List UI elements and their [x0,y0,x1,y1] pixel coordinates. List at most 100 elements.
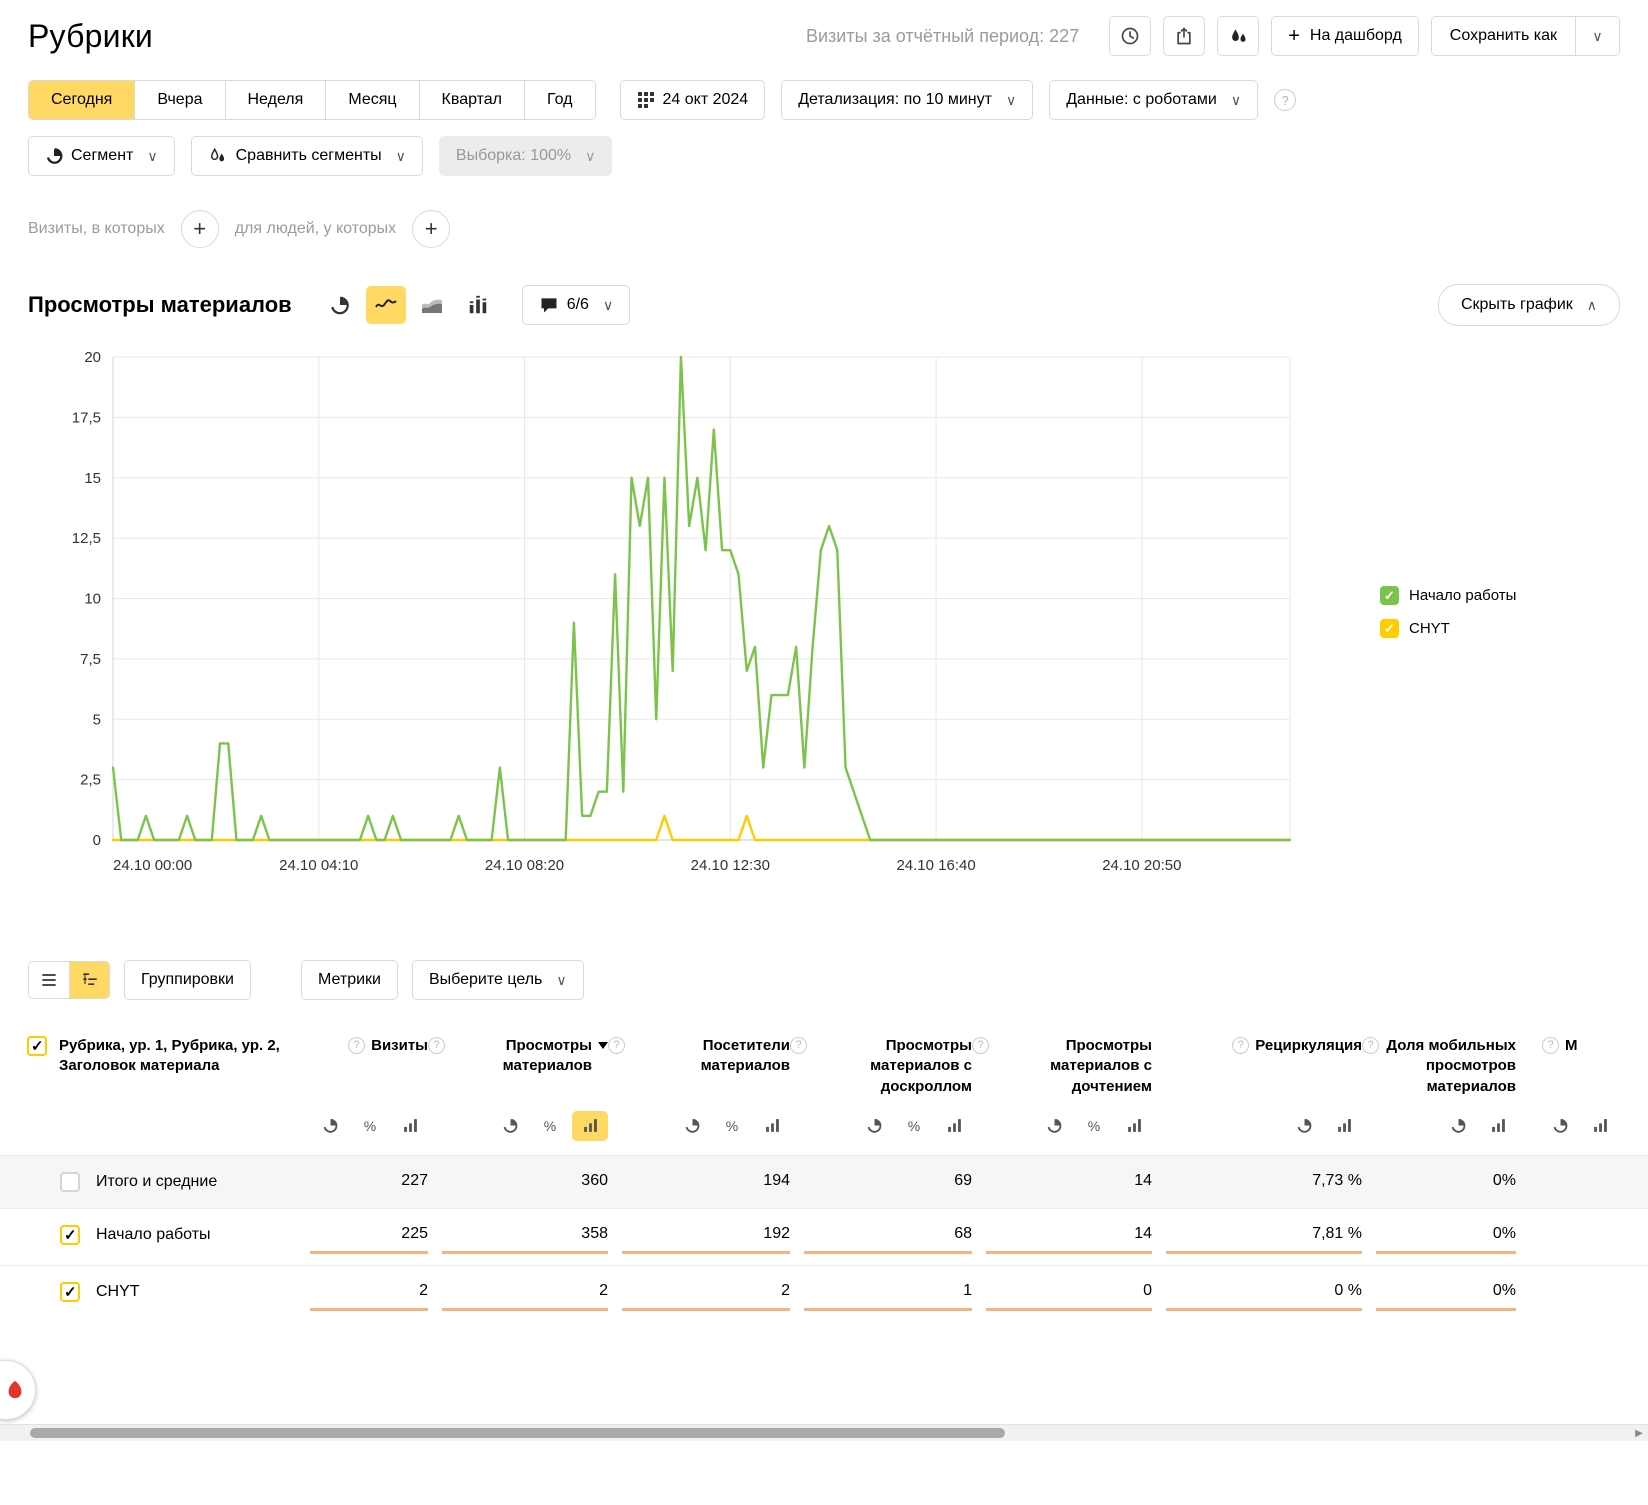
chart-type-pie-button[interactable] [320,286,360,324]
pie-display-toggle[interactable] [1440,1111,1476,1141]
tab-month[interactable]: Месяц [325,81,418,119]
detalization-label: Детализация: по 10 минут [798,91,992,109]
compare-segments-dropdown[interactable]: Сравнить сегменты ∨ [191,136,423,176]
export-button[interactable] [1163,16,1205,56]
detalization-dropdown[interactable]: Детализация: по 10 минут ∨ [781,80,1033,120]
history-button[interactable] [1109,16,1151,56]
row-checkbox-chyt[interactable] [60,1282,80,1302]
pie-display-toggle[interactable] [856,1111,892,1141]
column-header-material-visitors[interactable]: Посетители материалов [631,1036,790,1077]
column-header-views-scroll[interactable]: Просмотры материалов с доскроллом [813,1036,972,1097]
metrics-button[interactable]: Метрики [301,960,398,1000]
line-chart[interactable]: 24.10 00:0024.10 04:1024.10 08:2024.10 1… [27,334,1307,884]
column-header-views-readthrough[interactable]: Просмотры материалов с дочтением [995,1036,1152,1097]
period-tabs: Сегодня Вчера Неделя Месяц Квартал Год [28,80,596,120]
add-to-dashboard-button[interactable]: + На дашборд [1271,16,1419,56]
question-icon[interactable]: ? [1362,1037,1379,1054]
dimension-header-label[interactable]: Рубрика, ур. 1, Рубрика, ур. 2, Заголово… [59,1036,296,1077]
save-as-chevron[interactable]: ∨ [1575,17,1619,55]
view-tree-button[interactable] [69,962,109,998]
question-icon[interactable]: ? [608,1037,625,1054]
row-checkbox-totals[interactable] [60,1172,80,1192]
scrollbar-right-arrow[interactable]: ▶ [1632,1426,1646,1440]
horizontal-scrollbar[interactable]: ▶ [0,1424,1648,1441]
column-header-mobile-share[interactable]: Доля мобильных просмотров материалов [1385,1036,1516,1097]
cell-value: 0 % [1152,1266,1362,1300]
select-all-checkbox[interactable] [27,1036,47,1056]
percent-display-toggle[interactable]: % [896,1111,932,1141]
bars-display-toggle[interactable] [1582,1111,1618,1141]
tab-week[interactable]: Неделя [225,81,326,119]
data-robots-dropdown[interactable]: Данные: с роботами ∨ [1049,80,1258,120]
date-picker-button[interactable]: 24 окт 2024 [620,80,766,120]
pie-display-toggle[interactable] [1286,1111,1322,1141]
percent-display-toggle[interactable]: % [532,1111,568,1141]
bars-display-toggle[interactable] [572,1111,608,1141]
tab-yesterday[interactable]: Вчера [134,81,224,119]
sampling-dropdown[interactable]: Выборка: 100% ∨ [439,136,612,176]
goal-dropdown[interactable]: Выберите цель ∨ [412,960,584,1000]
bars-display-toggle[interactable] [1116,1111,1152,1141]
cell-value: 2 [296,1266,428,1300]
save-as-button[interactable]: Сохранить как [1432,17,1575,55]
question-icon[interactable]: ? [790,1037,807,1054]
column-header-material-views[interactable]: Просмотры материалов [451,1036,592,1077]
column-header-clipped[interactable]: М [1565,1036,1578,1056]
legend-checkbox-green[interactable]: ✓ [1380,586,1399,605]
pie-display-toggle[interactable] [674,1111,710,1141]
compare-button[interactable] [1217,16,1259,56]
legend-item-nachalo-raboty[interactable]: ✓ Начало работы [1380,586,1516,605]
cell-value: 2 [428,1266,608,1300]
question-icon[interactable]: ? [1542,1037,1559,1054]
hide-chart-button[interactable]: Скрыть график ∧ [1438,284,1620,326]
chart-type-columns-button[interactable] [458,286,498,324]
bars-display-toggle[interactable] [392,1111,428,1141]
tab-quarter[interactable]: Квартал [419,81,524,119]
compare-segments-label: Сравнить сегменты [236,147,382,165]
row-label-nachalo-raboty[interactable]: Начало работы [96,1226,211,1244]
tab-today[interactable]: Сегодня [29,81,134,119]
question-icon[interactable]: ? [428,1037,445,1054]
table-row-nachalo-raboty[interactable]: Начало работы 225 358 192 68 14 7,81 % 0… [0,1208,1648,1265]
column-header-visits[interactable]: Визиты [371,1036,428,1056]
table-toolbar: Группировки Метрики Выберите цель ∨ [0,960,1648,1000]
bars-display-toggle[interactable] [1480,1111,1516,1141]
segment-dropdown[interactable]: Сегмент ∨ [28,136,175,176]
legend-checkbox-yellow[interactable]: ✓ [1380,619,1399,638]
question-icon[interactable]: ? [1232,1037,1249,1054]
cell-value: 360 [428,1156,608,1190]
pie-display-toggle[interactable] [1036,1111,1072,1141]
cell-bar [442,1251,608,1254]
comments-dropdown[interactable]: 6/6 ∨ [522,285,631,325]
percent-display-toggle[interactable]: % [1076,1111,1112,1141]
bars-display-toggle[interactable] [936,1111,972,1141]
tab-year[interactable]: Год [524,81,594,119]
row-label-chyt[interactable]: CHYT [96,1283,140,1301]
chart-type-area-button[interactable] [412,286,452,324]
percent-display-toggle[interactable]: % [352,1111,388,1141]
bars-display-toggle[interactable] [1326,1111,1362,1141]
view-list-button[interactable] [29,962,69,998]
table-row-chyt[interactable]: CHYT 2 2 2 1 0 0 % 0% [0,1265,1648,1322]
report-table: Рубрика, ур. 1, Рубрика, ур. 2, Заголово… [0,1022,1648,1322]
pie-display-toggle[interactable] [492,1111,528,1141]
add-people-filter-button[interactable]: + [412,210,450,248]
svg-text:17,5: 17,5 [72,409,101,426]
row-checkbox-nachalo-raboty[interactable] [60,1225,80,1245]
pie-display-toggle[interactable] [1542,1111,1578,1141]
help-icon[interactable]: ? [1274,89,1296,111]
bars-display-toggle[interactable] [754,1111,790,1141]
legend-item-chyt[interactable]: ✓ CHYT [1380,619,1516,638]
question-icon[interactable]: ? [972,1037,989,1054]
pie-display-toggle[interactable] [312,1111,348,1141]
floating-widget[interactable] [0,1360,36,1420]
scrollbar-thumb[interactable] [30,1428,1005,1438]
cell-value: 358 [428,1209,608,1243]
chart-type-line-button[interactable] [366,286,406,324]
column-header-recirculation[interactable]: Рециркуляция [1255,1036,1362,1056]
plus-icon: + [1288,26,1300,46]
question-icon[interactable]: ? [348,1037,365,1054]
percent-display-toggle[interactable]: % [714,1111,750,1141]
add-visits-filter-button[interactable]: + [181,210,219,248]
groupings-button[interactable]: Группировки [124,960,251,1000]
